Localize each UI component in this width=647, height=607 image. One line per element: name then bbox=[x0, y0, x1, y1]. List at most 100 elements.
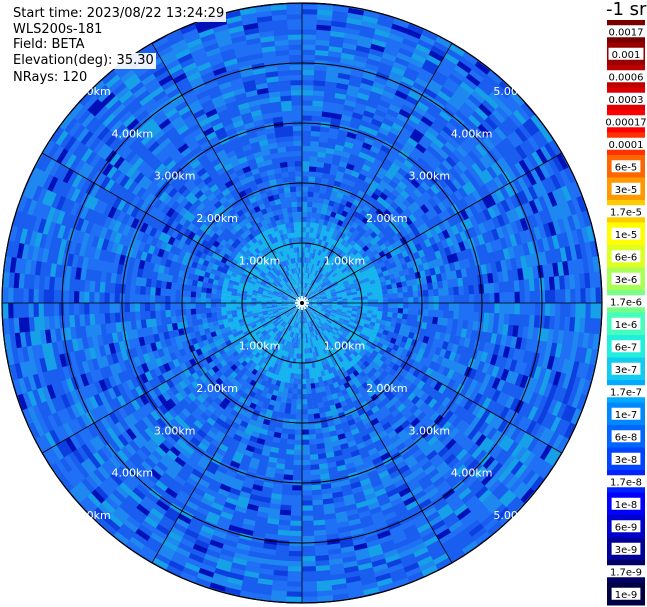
ppi-cell bbox=[384, 216, 393, 226]
ppi-cell bbox=[294, 429, 302, 436]
ppi-cell bbox=[350, 148, 361, 157]
ppi-cell bbox=[371, 162, 382, 172]
ppi-cell bbox=[306, 398, 313, 405]
ppi-cell bbox=[349, 74, 363, 83]
ppi-cell bbox=[308, 165, 317, 173]
ppi-cell bbox=[304, 272, 307, 278]
ppi-cell bbox=[311, 286, 316, 292]
ppi-cell bbox=[384, 112, 397, 123]
ppi-cell bbox=[391, 188, 401, 198]
ppi-cell bbox=[388, 179, 399, 189]
ppi-cell bbox=[307, 262, 311, 269]
ppi-cell bbox=[314, 264, 319, 271]
ppi-cell bbox=[392, 217, 401, 227]
ppi-cell bbox=[301, 454, 311, 461]
ppi-cell bbox=[398, 131, 411, 142]
ppi-cell bbox=[325, 70, 339, 78]
ppi-cell bbox=[502, 153, 516, 169]
ppi-cell bbox=[415, 43, 432, 55]
ppi-cell bbox=[301, 419, 309, 425]
ppi-cell bbox=[339, 265, 346, 272]
ppi-cell bbox=[287, 561, 302, 567]
ppi-cell bbox=[420, 115, 434, 127]
ppi-cell bbox=[548, 139, 562, 157]
ppi-cell bbox=[311, 115, 323, 122]
ppi-cell bbox=[416, 225, 426, 235]
ppi-cell bbox=[412, 128, 425, 140]
ppi-cell bbox=[366, 171, 376, 181]
ppi-cell bbox=[428, 49, 445, 62]
ppi-cell bbox=[306, 206, 313, 213]
ppi-cell bbox=[311, 263, 315, 270]
ppi-cell bbox=[385, 183, 395, 193]
ppi-cell bbox=[302, 160, 310, 167]
ppi-cell bbox=[312, 232, 317, 239]
ppi-cell bbox=[427, 159, 439, 171]
ppi-cell bbox=[330, 117, 342, 125]
ppi-cell bbox=[450, 234, 459, 246]
ppi-cell bbox=[426, 245, 435, 255]
ppi-cell bbox=[373, 187, 383, 197]
ppi-cell bbox=[301, 399, 308, 405]
ppi-cell bbox=[331, 158, 341, 167]
ppi-cell bbox=[305, 294, 310, 300]
ppi-cell bbox=[403, 185, 414, 196]
ppi-cell bbox=[486, 70, 503, 86]
ppi-cell bbox=[501, 212, 511, 226]
ppi-cell bbox=[348, 153, 359, 162]
ppi-cell bbox=[302, 246, 306, 253]
ppi-cell bbox=[494, 143, 508, 158]
ppi-cell bbox=[475, 159, 488, 173]
ppi-cell bbox=[409, 151, 421, 162]
ppi-cell bbox=[333, 284, 340, 289]
ppi-cell bbox=[419, 240, 428, 250]
ppi-cell bbox=[324, 152, 334, 160]
ppi-cell bbox=[289, 530, 302, 537]
ppi-cell bbox=[316, 254, 321, 261]
ppi-cell bbox=[531, 151, 544, 167]
ppi-cell bbox=[499, 303, 506, 315]
ppi-cell bbox=[457, 125, 472, 139]
ppi-cell bbox=[395, 135, 408, 146]
ppi-cell bbox=[505, 222, 515, 237]
ppi-cell bbox=[392, 61, 408, 72]
ppi-cell bbox=[488, 112, 503, 128]
ppi-cell bbox=[309, 221, 315, 228]
ppi-cell bbox=[468, 204, 479, 216]
ppi-cell bbox=[590, 303, 597, 319]
ppi-cell bbox=[534, 303, 541, 316]
ppi-cell bbox=[413, 296, 419, 304]
ppi-cell bbox=[302, 292, 305, 299]
ppi-cell bbox=[344, 284, 351, 289]
ppi-cell bbox=[301, 581, 317, 588]
ppi-cell bbox=[471, 189, 483, 203]
ppi-cell bbox=[491, 88, 507, 103]
ppi-cell bbox=[410, 178, 421, 189]
ppi-cell bbox=[559, 169, 572, 187]
ppi-cell bbox=[453, 189, 465, 202]
ppi-cell bbox=[332, 228, 340, 236]
ppi-cell bbox=[357, 276, 364, 282]
ppi-cell bbox=[443, 52, 460, 66]
ppi-cell bbox=[470, 177, 482, 191]
ppi-cell bbox=[342, 279, 349, 285]
ppi-cell bbox=[349, 121, 361, 130]
ppi-cell bbox=[312, 269, 317, 276]
ppi-cell bbox=[462, 77, 479, 91]
ppi-cell bbox=[328, 237, 335, 245]
ppi-cell bbox=[310, 130, 321, 137]
ppi-cell bbox=[318, 255, 323, 262]
ppi-cell bbox=[456, 85, 472, 99]
ppi-cell bbox=[302, 125, 312, 131]
ppi-cell bbox=[397, 308, 404, 314]
ppi-cell bbox=[314, 59, 328, 67]
ppi-cell bbox=[301, 505, 313, 512]
ppi-cell bbox=[381, 89, 396, 100]
ppi-cell bbox=[318, 266, 323, 273]
ppi-cell bbox=[378, 99, 392, 109]
ppi-cell bbox=[471, 162, 483, 176]
ppi-cell bbox=[463, 168, 475, 182]
ppi-cell bbox=[319, 290, 325, 294]
ppi-cell bbox=[305, 296, 311, 301]
ppi-cell bbox=[429, 141, 442, 153]
